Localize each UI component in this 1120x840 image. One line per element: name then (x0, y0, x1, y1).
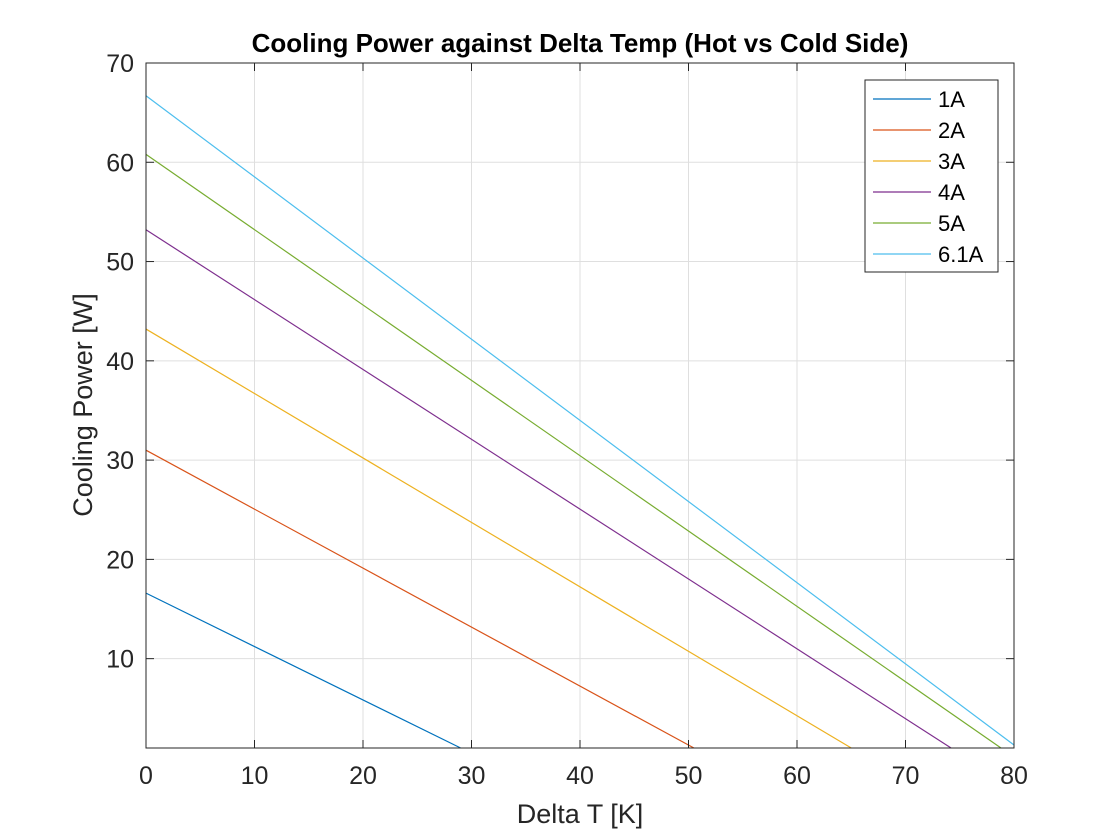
x-tick-label: 50 (675, 762, 703, 790)
axis-ticks: 0 10 20 30 40 50 60 70 80 10 20 30 40 50 60 70 (106, 50, 1028, 790)
legend-box (864, 79, 999, 273)
legend-label: 2A (938, 118, 965, 143)
legend-label: 1A (938, 87, 965, 112)
y-tick-label: 70 (106, 50, 134, 78)
legend-label: 5A (938, 211, 965, 236)
y-tick-label: 10 (106, 646, 134, 674)
y-tick-label: 40 (106, 348, 134, 376)
chart-title: Cooling Power against Delta Temp (Hot vs… (252, 28, 909, 58)
series-line-5 (145, 153, 1002, 749)
y-axis-label: Cooling Power [W] (68, 293, 98, 517)
y-tick-label: 20 (106, 546, 134, 574)
series-line-3 (145, 328, 852, 749)
x-tick-label: 10 (241, 762, 269, 790)
series-line-2 (145, 449, 695, 749)
legend-label: 3A (938, 149, 965, 174)
x-axis-label: Delta T [K] (517, 799, 644, 829)
legend-label: 4A (938, 180, 965, 205)
y-tick-label: 50 (106, 249, 134, 277)
y-tick-label: 60 (106, 149, 134, 177)
series-line-1 (145, 592, 461, 749)
x-tick-label: 60 (783, 762, 811, 790)
series-line-4 (145, 229, 952, 749)
legend-label: 6.1A (938, 242, 984, 267)
grid-lines (146, 63, 1014, 748)
y-tick-label: 30 (106, 447, 134, 475)
x-tick-label: 80 (1000, 762, 1028, 790)
series-line-6 (145, 95, 1015, 746)
x-tick-label: 20 (349, 762, 377, 790)
series-lines (145, 95, 1015, 749)
x-tick-label: 40 (566, 762, 594, 790)
x-tick-label: 70 (892, 762, 920, 790)
x-tick-label: 0 (139, 762, 153, 790)
x-tick-label: 30 (458, 762, 486, 790)
legend: 1A 2A 3A 4A 5A 6.1A (864, 79, 999, 273)
